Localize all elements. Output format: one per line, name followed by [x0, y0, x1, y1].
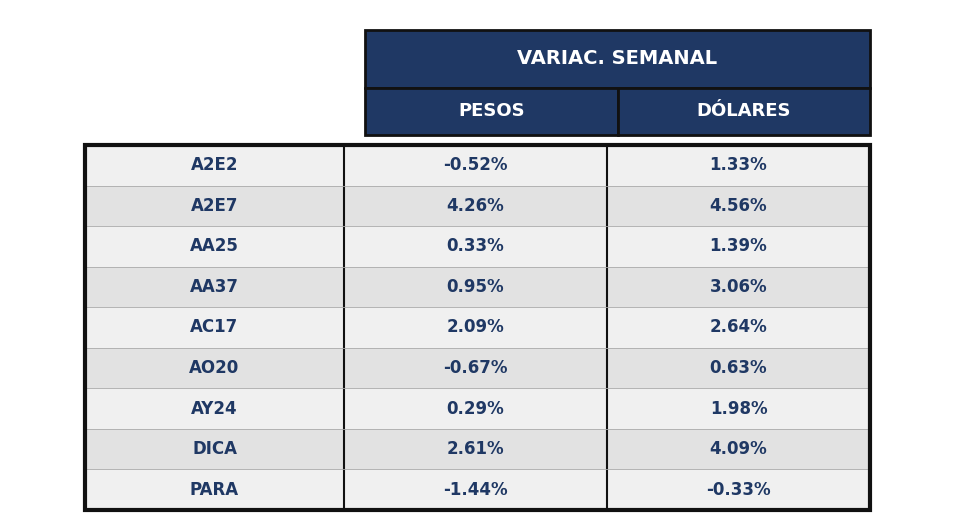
Bar [85, 470, 870, 510]
Bar [365, 30, 870, 88]
Text: A2E7: A2E7 [191, 197, 238, 215]
Text: A2E2: A2E2 [191, 156, 238, 174]
Text: 2.61%: 2.61% [447, 440, 505, 458]
Text: PARA: PARA [190, 481, 239, 499]
Text: 1.33%: 1.33% [710, 156, 767, 174]
Text: 0.63%: 0.63% [710, 359, 767, 377]
Text: 4.56%: 4.56% [710, 197, 767, 215]
Bar [85, 348, 870, 388]
Text: AO20: AO20 [189, 359, 240, 377]
Text: 3.06%: 3.06% [710, 278, 767, 296]
Bar [85, 186, 870, 226]
Text: 0.29%: 0.29% [447, 400, 505, 418]
Text: 2.64%: 2.64% [710, 319, 767, 337]
Text: DÓLARES: DÓLARES [697, 102, 791, 120]
Text: AY24: AY24 [191, 400, 238, 418]
Text: PESOS: PESOS [458, 102, 524, 120]
Bar [85, 145, 870, 185]
Text: AA37: AA37 [190, 278, 239, 296]
Bar [617, 88, 870, 135]
Bar [85, 429, 870, 470]
Text: -1.44%: -1.44% [443, 481, 508, 499]
Text: 2.09%: 2.09% [447, 319, 505, 337]
Text: 1.98%: 1.98% [710, 400, 767, 418]
Text: -0.33%: -0.33% [707, 481, 771, 499]
Text: 0.33%: 0.33% [447, 237, 505, 255]
Text: AA25: AA25 [190, 237, 239, 255]
Text: 4.26%: 4.26% [447, 197, 505, 215]
Bar [85, 388, 870, 429]
Bar [85, 145, 870, 510]
Bar [85, 267, 870, 307]
Text: 4.09%: 4.09% [710, 440, 767, 458]
Text: -0.67%: -0.67% [443, 359, 508, 377]
Text: -0.52%: -0.52% [443, 156, 508, 174]
Text: VARIAC. SEMANAL: VARIAC. SEMANAL [517, 49, 717, 68]
Bar [85, 307, 870, 348]
Text: 1.39%: 1.39% [710, 237, 767, 255]
Bar [365, 88, 617, 135]
Text: AC17: AC17 [190, 319, 239, 337]
Text: 0.95%: 0.95% [447, 278, 505, 296]
Text: DICA: DICA [192, 440, 237, 458]
Bar [85, 226, 870, 267]
